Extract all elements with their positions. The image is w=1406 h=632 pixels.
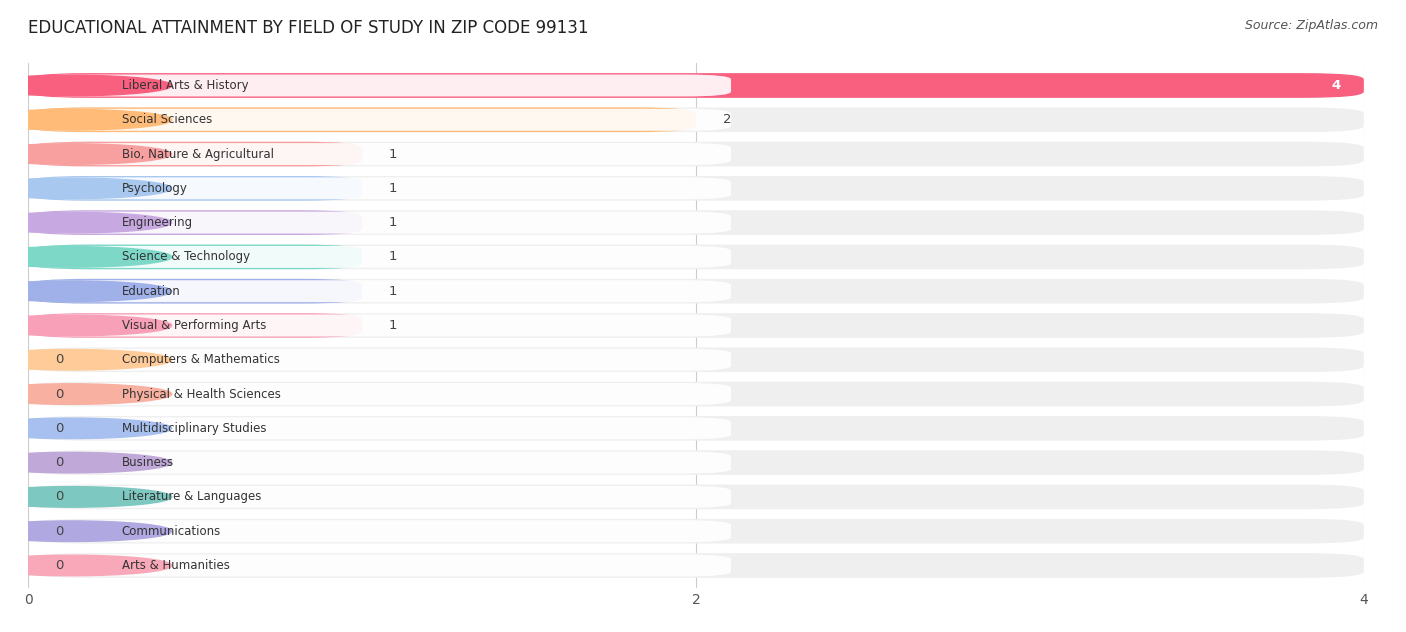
FancyBboxPatch shape bbox=[30, 520, 731, 542]
Text: 1: 1 bbox=[388, 147, 398, 161]
Text: Liberal Arts & History: Liberal Arts & History bbox=[122, 79, 249, 92]
Circle shape bbox=[0, 521, 172, 542]
FancyBboxPatch shape bbox=[30, 246, 731, 268]
Text: Computers & Mathematics: Computers & Mathematics bbox=[122, 353, 280, 367]
FancyBboxPatch shape bbox=[28, 245, 363, 269]
Text: EDUCATIONAL ATTAINMENT BY FIELD OF STUDY IN ZIP CODE 99131: EDUCATIONAL ATTAINMENT BY FIELD OF STUDY… bbox=[28, 19, 589, 37]
FancyBboxPatch shape bbox=[28, 279, 363, 303]
FancyBboxPatch shape bbox=[30, 212, 731, 234]
FancyBboxPatch shape bbox=[30, 109, 731, 131]
FancyBboxPatch shape bbox=[30, 349, 731, 371]
FancyBboxPatch shape bbox=[30, 383, 731, 405]
FancyBboxPatch shape bbox=[28, 313, 1364, 338]
Text: Physical & Health Sciences: Physical & Health Sciences bbox=[122, 387, 280, 401]
Text: Bio, Nature & Agricultural: Bio, Nature & Agricultural bbox=[122, 147, 274, 161]
Text: 0: 0 bbox=[55, 490, 63, 504]
FancyBboxPatch shape bbox=[30, 178, 731, 199]
FancyBboxPatch shape bbox=[30, 452, 731, 473]
Text: 1: 1 bbox=[388, 284, 398, 298]
FancyBboxPatch shape bbox=[28, 485, 1364, 509]
Circle shape bbox=[0, 453, 172, 473]
FancyBboxPatch shape bbox=[28, 107, 696, 132]
Circle shape bbox=[0, 281, 172, 301]
Text: 0: 0 bbox=[55, 422, 63, 435]
FancyBboxPatch shape bbox=[28, 176, 363, 201]
Circle shape bbox=[0, 143, 172, 164]
FancyBboxPatch shape bbox=[28, 416, 1364, 441]
Circle shape bbox=[0, 75, 172, 96]
Text: 1: 1 bbox=[388, 182, 398, 195]
FancyBboxPatch shape bbox=[30, 486, 731, 508]
FancyBboxPatch shape bbox=[28, 210, 1364, 235]
FancyBboxPatch shape bbox=[30, 417, 731, 439]
FancyBboxPatch shape bbox=[28, 73, 1364, 98]
Circle shape bbox=[0, 418, 172, 439]
FancyBboxPatch shape bbox=[28, 553, 1364, 578]
Circle shape bbox=[0, 178, 172, 198]
FancyBboxPatch shape bbox=[30, 143, 731, 165]
FancyBboxPatch shape bbox=[28, 382, 1364, 406]
Circle shape bbox=[0, 109, 172, 130]
Text: 0: 0 bbox=[55, 387, 63, 401]
Text: Multidisciplinary Studies: Multidisciplinary Studies bbox=[122, 422, 266, 435]
FancyBboxPatch shape bbox=[28, 348, 1364, 372]
Text: Communications: Communications bbox=[122, 525, 221, 538]
FancyBboxPatch shape bbox=[28, 210, 363, 235]
FancyBboxPatch shape bbox=[28, 279, 1364, 303]
Text: 1: 1 bbox=[388, 319, 398, 332]
Text: 0: 0 bbox=[55, 559, 63, 572]
Text: 0: 0 bbox=[55, 525, 63, 538]
FancyBboxPatch shape bbox=[28, 245, 1364, 269]
FancyBboxPatch shape bbox=[28, 142, 1364, 166]
FancyBboxPatch shape bbox=[28, 73, 1364, 98]
Circle shape bbox=[0, 384, 172, 404]
FancyBboxPatch shape bbox=[28, 107, 1364, 132]
Circle shape bbox=[0, 246, 172, 267]
Circle shape bbox=[0, 315, 172, 336]
Text: Education: Education bbox=[122, 284, 180, 298]
FancyBboxPatch shape bbox=[30, 75, 731, 97]
Circle shape bbox=[0, 555, 172, 576]
FancyBboxPatch shape bbox=[30, 554, 731, 576]
Text: 0: 0 bbox=[55, 456, 63, 469]
FancyBboxPatch shape bbox=[30, 315, 731, 336]
FancyBboxPatch shape bbox=[28, 313, 363, 338]
Text: 4: 4 bbox=[1331, 79, 1340, 92]
Text: Engineering: Engineering bbox=[122, 216, 193, 229]
Text: Visual & Performing Arts: Visual & Performing Arts bbox=[122, 319, 266, 332]
Text: Source: ZipAtlas.com: Source: ZipAtlas.com bbox=[1244, 19, 1378, 32]
Text: Psychology: Psychology bbox=[122, 182, 187, 195]
Text: Science & Technology: Science & Technology bbox=[122, 250, 250, 264]
Text: 2: 2 bbox=[723, 113, 731, 126]
Circle shape bbox=[0, 212, 172, 233]
Circle shape bbox=[0, 487, 172, 507]
FancyBboxPatch shape bbox=[28, 450, 1364, 475]
Text: Literature & Languages: Literature & Languages bbox=[122, 490, 262, 504]
Text: Arts & Humanities: Arts & Humanities bbox=[122, 559, 229, 572]
FancyBboxPatch shape bbox=[28, 142, 363, 166]
Text: Business: Business bbox=[122, 456, 174, 469]
Text: 1: 1 bbox=[388, 250, 398, 264]
FancyBboxPatch shape bbox=[28, 519, 1364, 544]
Text: Social Sciences: Social Sciences bbox=[122, 113, 212, 126]
Text: 1: 1 bbox=[388, 216, 398, 229]
FancyBboxPatch shape bbox=[30, 280, 731, 302]
Text: 0: 0 bbox=[55, 353, 63, 367]
Circle shape bbox=[0, 349, 172, 370]
FancyBboxPatch shape bbox=[28, 176, 1364, 201]
